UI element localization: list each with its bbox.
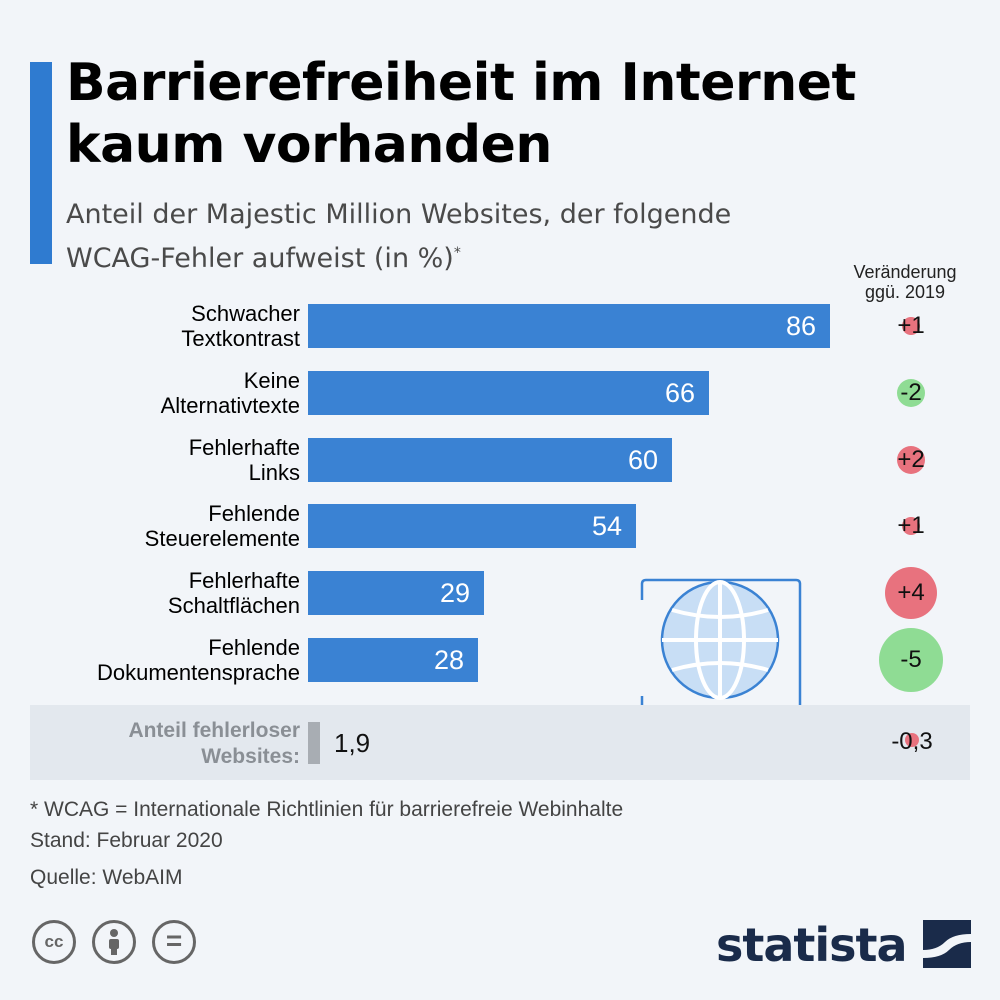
change-circle [902, 517, 920, 535]
change-circle [879, 628, 943, 692]
category-label-line: Dokumentensprache [96, 660, 300, 685]
accent-bar [30, 62, 52, 264]
bar-value-label: 66 [664, 378, 695, 408]
footnote-date: Stand: Februar 2020 [30, 829, 223, 852]
change-header-line-2: ggü. 2019 [864, 282, 946, 302]
subtitle-line-1: Anteil der Majestic Million Websites, de… [66, 199, 732, 230]
category-label-line: Fehlende [208, 635, 300, 660]
category-label-line: Textkontrast [181, 326, 300, 351]
category-label: Fehlerhafte Links [0, 435, 300, 485]
change-header-line-1: Veränderung [853, 262, 957, 282]
category-label: Fehlende Steuerelemente [0, 501, 300, 551]
cc-icon-text: cc [44, 932, 64, 951]
footnote-source: Quelle: WebAIM [30, 866, 183, 889]
change-circle [902, 317, 920, 335]
bar-value-label: 60 [627, 445, 658, 475]
errorless-row-background [30, 705, 970, 780]
category-label-line: Links [248, 460, 300, 485]
bar: 54 [308, 504, 636, 548]
category-label-line: Keine [243, 368, 300, 393]
subtitle-line-2: WCAG-Fehler aufweist (in %)* [66, 234, 866, 278]
chart-subtitle: Anteil der Majestic Million Websites, de… [66, 196, 866, 278]
errorless-label-line-1: Anteil fehlerloser [128, 719, 300, 742]
errorless-change-label: -0,3 [891, 728, 933, 755]
category-label: Fehlende Dokumentensprache [0, 635, 300, 685]
bar: 86 [308, 304, 830, 348]
errorless-value: 1,9 [334, 728, 371, 758]
bar: 29 [308, 571, 484, 615]
bar-value-label: 28 [433, 645, 464, 675]
creative-commons-icon[interactable]: cc [32, 920, 76, 964]
change-label: +2 [897, 446, 925, 473]
category-label-line: Schaltflächen [167, 593, 300, 618]
bar: 66 [308, 371, 709, 415]
errorless-bar [308, 722, 320, 764]
bar-value-label: 29 [439, 578, 470, 608]
category-label-line: Fehlerhafte [188, 435, 300, 460]
errorless-label: Anteil fehlerloser Websites: [128, 718, 300, 770]
category-label-line: Fehlerhafte [188, 568, 300, 593]
category-label-line: Schwacher [191, 301, 300, 326]
person-icon [109, 929, 119, 955]
errorless-change-circle [905, 733, 919, 747]
statista-logo-text[interactable]: statista [716, 918, 908, 972]
statista-logo-icon[interactable] [923, 920, 971, 968]
category-label: Keine Alternativtexte [0, 368, 300, 418]
category-label: Fehlerhafte Schaltflächen [0, 568, 300, 618]
bar-value-label: 86 [785, 311, 816, 341]
change-label: -2 [900, 379, 922, 406]
change-label: +1 [897, 512, 925, 539]
change-circle [897, 379, 925, 407]
change-label: +4 [897, 579, 925, 606]
equals-icon: = [165, 925, 183, 956]
attribution-icon[interactable] [92, 920, 136, 964]
category-label-line: Alternativtexte [160, 393, 300, 418]
footnote-wcag: * WCAG = Internationale Richtlinien für … [30, 798, 624, 821]
category-label-line: Fehlende [208, 501, 300, 526]
subtitle-line-2-text: WCAG-Fehler aufweist (in %) [66, 243, 454, 274]
title-line-2: kaum vorhanden [66, 115, 552, 175]
bar: 28 [308, 638, 478, 682]
change-circle [897, 446, 925, 474]
category-label: Schwacher Textkontrast [0, 301, 300, 351]
category-label-line: Steuerelemente [144, 526, 300, 551]
change-circle [885, 567, 937, 619]
change-label: -5 [900, 646, 922, 673]
subtitle-footnote-marker: * [453, 245, 461, 261]
bar-value-label: 54 [591, 511, 622, 541]
chart-title: Barrierefreiheit im Internet kaum vorhan… [66, 52, 966, 176]
title-line-1: Barrierefreiheit im Internet [66, 53, 856, 113]
change-label: +1 [897, 312, 925, 339]
change-column-header: Veränderung ggü. 2019 [830, 262, 980, 302]
errorless-label-line-2: Websites: [201, 745, 300, 768]
no-derivatives-icon[interactable]: = [152, 920, 196, 964]
bar: 60 [308, 438, 672, 482]
